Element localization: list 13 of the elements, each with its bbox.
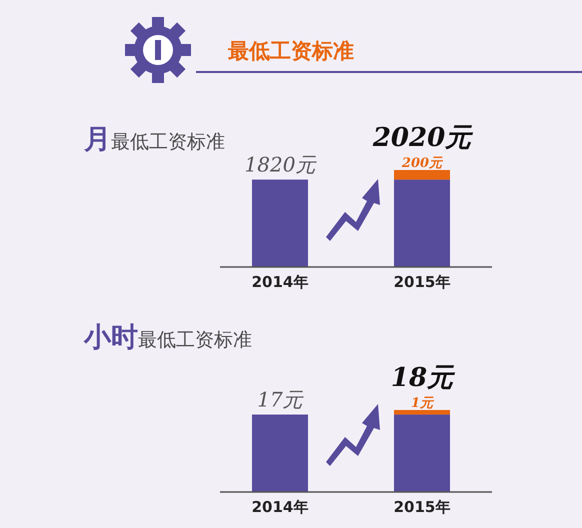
x-tick-label: 2014年	[252, 273, 308, 291]
chart-title: 最低工资标准	[227, 39, 354, 63]
data-label: 1820元	[244, 152, 318, 177]
x-tick-label: 2015年	[394, 498, 450, 516]
total-label: 2020元	[372, 123, 474, 153]
total-label: 18元	[390, 363, 456, 393]
chart-title: 小时最低工资标准	[83, 322, 252, 353]
chart-subtitle: 月最低工资标准	[83, 124, 225, 155]
x-tick-label: 2015年	[394, 273, 450, 291]
data-label: 17元	[257, 388, 305, 412]
x-tick-label: 2014年	[252, 498, 308, 516]
data-label: 200元	[400, 156, 444, 171]
data-label: 1元	[410, 396, 436, 411]
